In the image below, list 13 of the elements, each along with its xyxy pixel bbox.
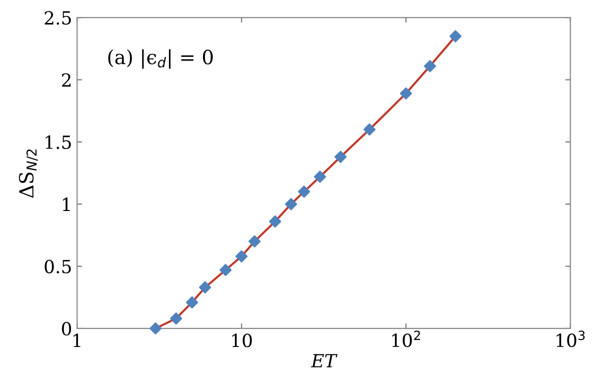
- y-tick-label: 1: [62, 198, 70, 211]
- x-tick-label: 1: [74, 334, 80, 348]
- annotation: (a) |ϵ$_{d}$| = 0: [108, 49, 213, 69]
- y-axis-title: ΔS$_{N/2}$: [18, 149, 38, 198]
- y-tick-label: 0: [62, 322, 72, 336]
- x-axis-title: ET: [310, 354, 338, 368]
- x-tick-label: 10$^{3}$: [556, 330, 585, 348]
- y-tick-label: 2: [62, 73, 70, 87]
- y-tick-label: 1.5: [46, 135, 71, 150]
- y-tick-label: 2.5: [44, 11, 71, 25]
- x-tick-label: 10: [232, 334, 252, 348]
- y-tick-label: 0.5: [44, 260, 71, 274]
- x-tick-label: 10$^{2}$: [392, 330, 420, 348]
